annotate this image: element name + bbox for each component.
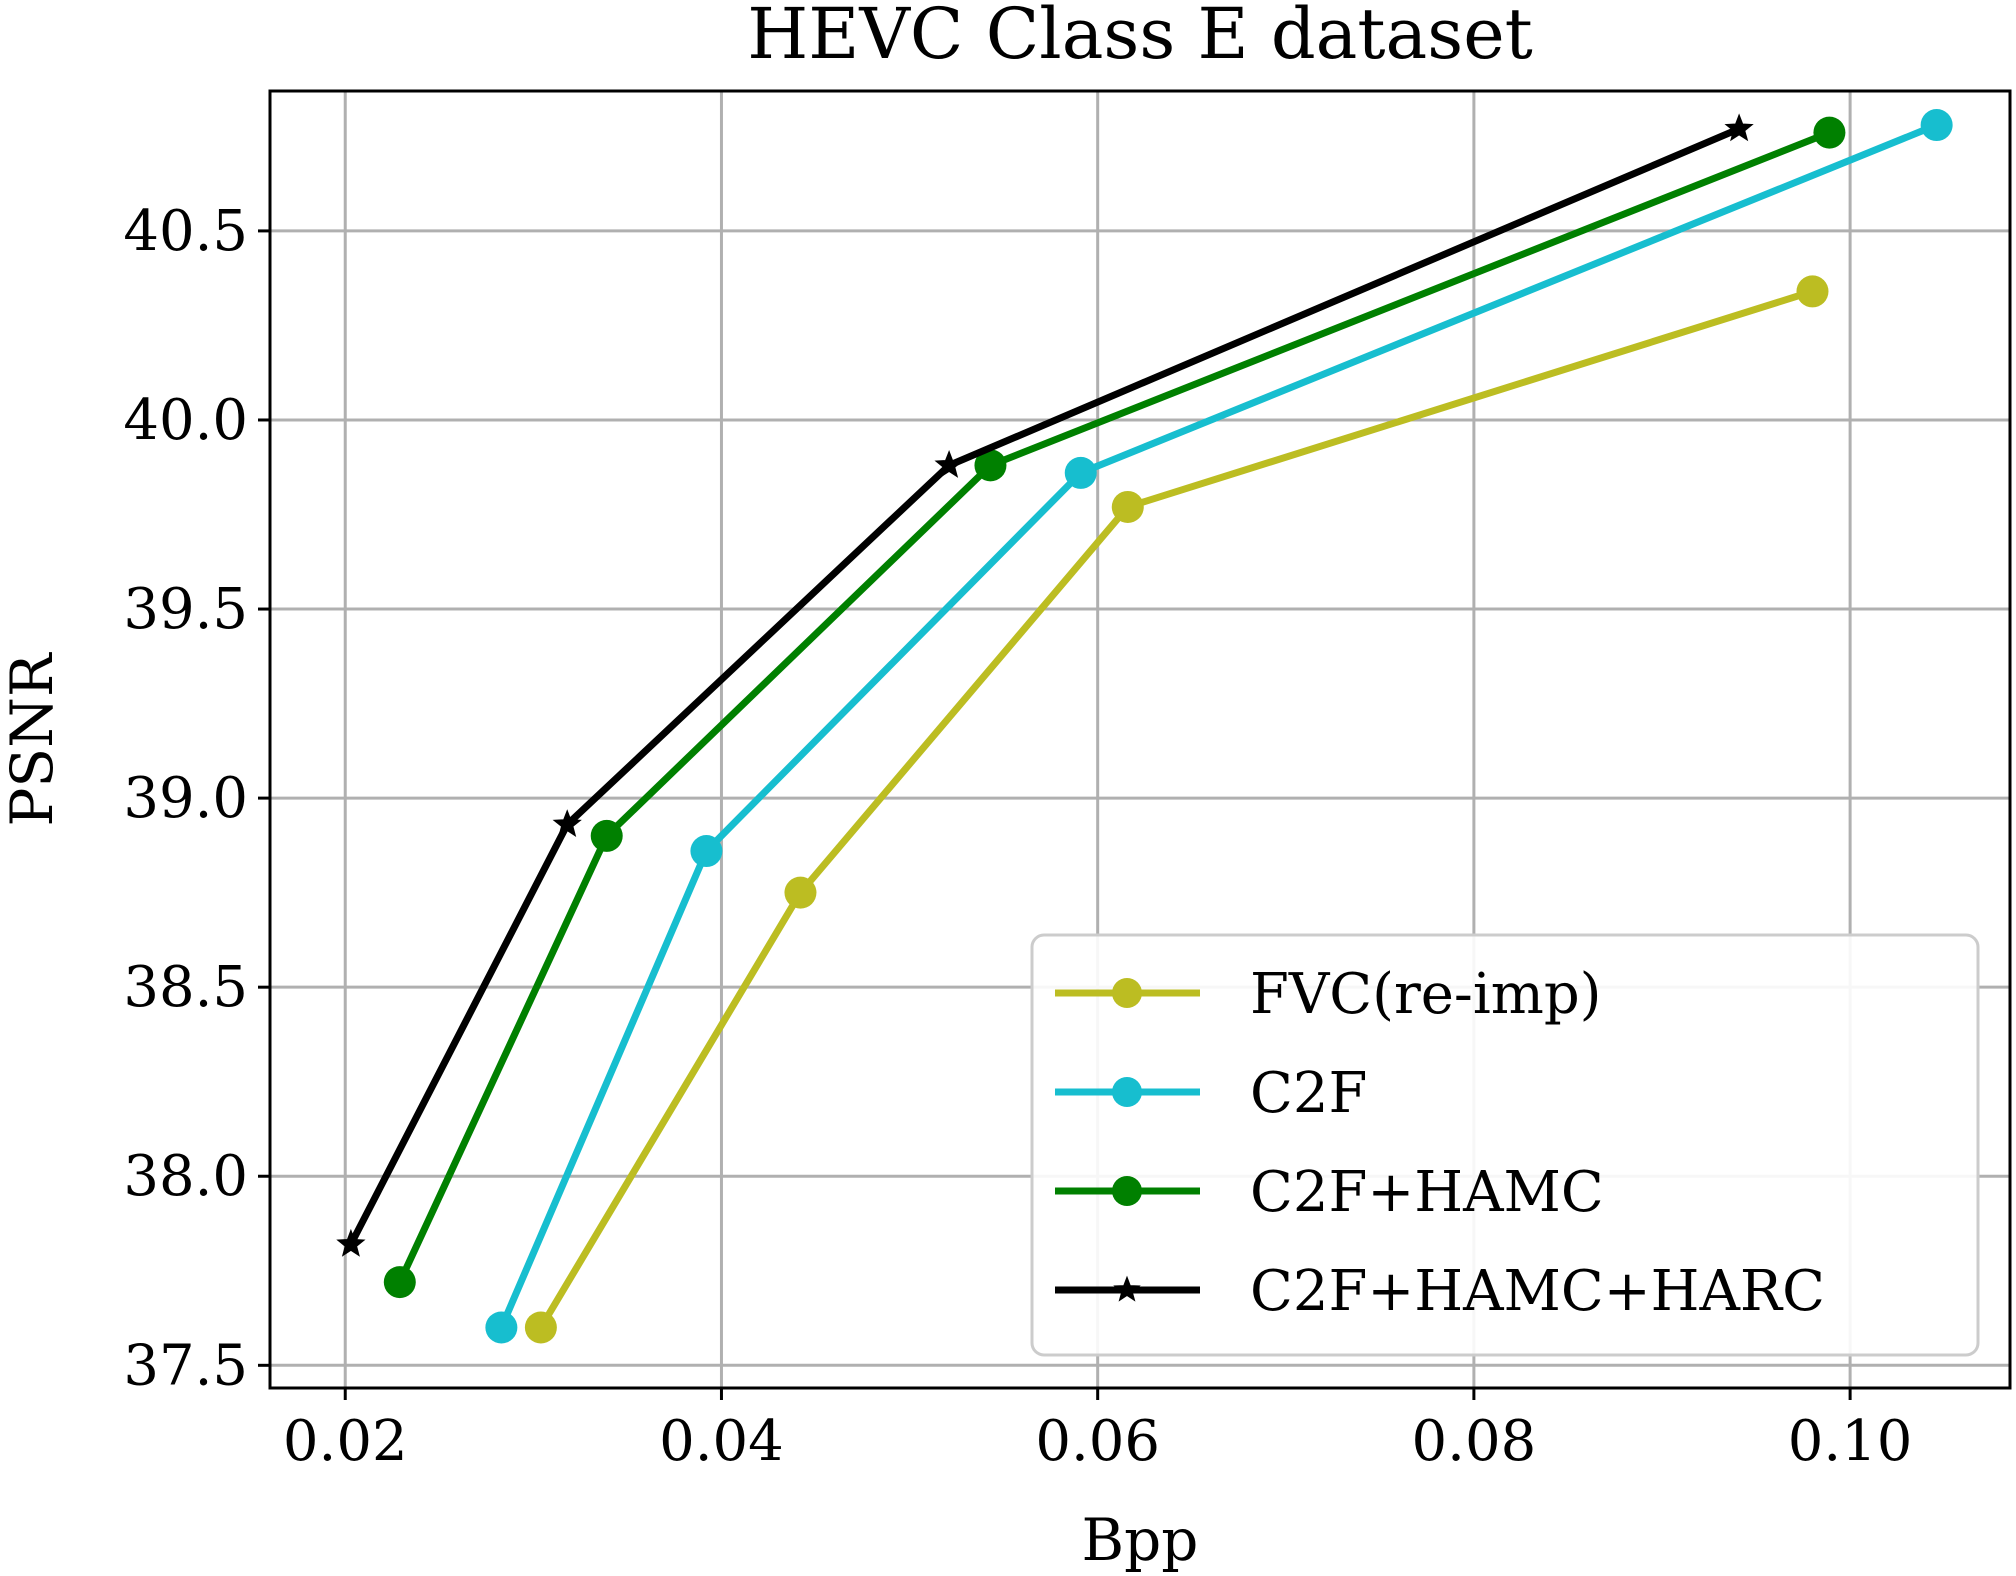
legend-label: C2F+HAMC+HARC xyxy=(1250,1259,1825,1324)
data-point xyxy=(1796,275,1829,308)
legend-item: C2F+HAMC xyxy=(1055,1160,1604,1225)
y-tick-label: 39.0 xyxy=(123,766,248,831)
series-c2f xyxy=(485,109,1953,1344)
legend-label: FVC(re-imp) xyxy=(1250,962,1602,1027)
data-point xyxy=(552,809,582,838)
plot-frame xyxy=(268,89,2012,1390)
legend: FVC(re-imp) C2F C2F+HAMC C2F+HAMC+HARC xyxy=(1030,933,1980,1357)
x-tick-label: 0.02 xyxy=(283,1409,408,1474)
chart-title: HEVC Class E dataset xyxy=(747,0,1533,75)
y-tick-label: 39.5 xyxy=(123,577,248,642)
series-layer xyxy=(336,109,1953,1344)
legend-item: C2F xyxy=(1055,1061,1367,1126)
legend-label: C2F xyxy=(1250,1061,1367,1126)
legend-item: C2F+HAMC+HARC xyxy=(1055,1259,1825,1324)
x-tick-label: 0.04 xyxy=(659,1409,784,1474)
data-point xyxy=(934,450,964,478)
legend-box xyxy=(1030,933,1980,1357)
y-tick-label: 40.0 xyxy=(123,388,248,453)
series-fvc-re-imp xyxy=(524,275,1829,1344)
legend-marker xyxy=(1112,1176,1142,1206)
series-line xyxy=(396,129,1833,1286)
data-point xyxy=(1111,490,1144,523)
data-point xyxy=(524,1311,557,1344)
data-point xyxy=(383,1266,416,1299)
y-axis-label: PSNR xyxy=(0,651,66,827)
data-point xyxy=(1813,116,1846,149)
data-point xyxy=(590,819,623,852)
x-tick-label: 0.06 xyxy=(1035,1409,1160,1474)
legend-marker xyxy=(1112,1077,1142,1107)
x-tick-label: 0.10 xyxy=(1788,1409,1913,1474)
data-point xyxy=(1724,113,1754,142)
legend-item: FVC(re-imp) xyxy=(1055,962,1602,1027)
data-point xyxy=(1064,456,1097,489)
data-point xyxy=(1920,109,1953,142)
y-tick-label: 37.5 xyxy=(123,1333,248,1398)
legend-label: C2F+HAMC xyxy=(1250,1160,1604,1225)
series-c2f-hamc xyxy=(383,116,1846,1299)
x-tick-label: 0.08 xyxy=(1412,1409,1537,1474)
data-point xyxy=(336,1228,366,1257)
series-c2f-hamc-harc xyxy=(336,113,1754,1257)
x-axis-label: Bpp xyxy=(1082,1506,1199,1574)
series-line xyxy=(537,287,1816,1331)
data-point xyxy=(690,835,723,868)
ticks: 0.02 0.04 0.06 0.08 0.10 37.5 38.0 38.5 39.0 39.5… xyxy=(123,199,1912,1474)
grid xyxy=(270,91,2010,1388)
y-tick-label: 38.0 xyxy=(123,1144,248,1209)
y-tick-label: 40.5 xyxy=(123,199,248,264)
data-point xyxy=(784,876,817,909)
series-line xyxy=(497,121,1941,1331)
legend-marker xyxy=(1112,978,1142,1008)
y-tick-label: 38.5 xyxy=(123,955,248,1020)
data-point xyxy=(974,449,1007,482)
legend-marker xyxy=(1113,1275,1141,1302)
series-line xyxy=(347,125,1743,1248)
data-point xyxy=(485,1311,518,1344)
